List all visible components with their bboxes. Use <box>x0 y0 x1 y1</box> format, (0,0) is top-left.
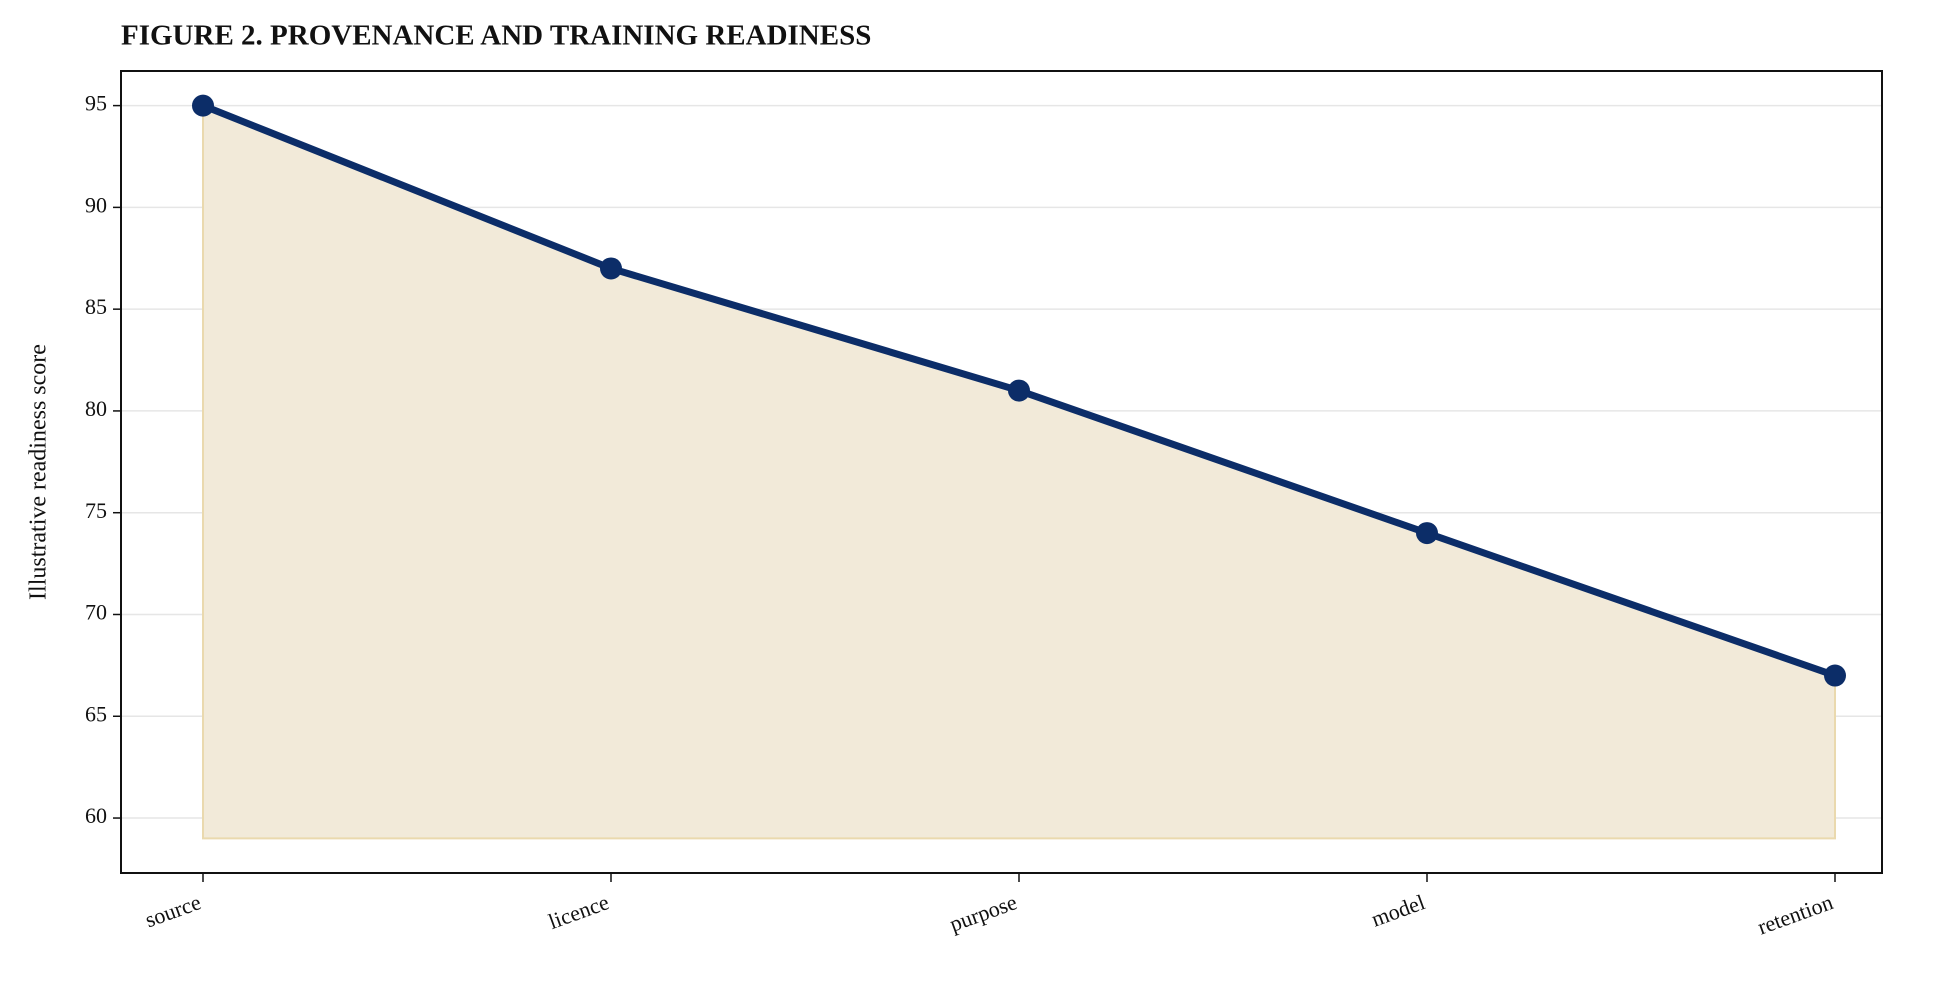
point <box>1008 379 1030 402</box>
plot-frame <box>120 70 1883 874</box>
y-tick-label: 90 <box>85 192 107 217</box>
y-tick-label: 70 <box>85 600 107 625</box>
point <box>192 94 214 117</box>
y-tick-label: 80 <box>85 396 107 421</box>
x-tick-label: source <box>142 889 205 932</box>
y-tick-label: 75 <box>85 498 107 523</box>
x-tick-label: purpose <box>946 889 1020 936</box>
y-tick-label: 95 <box>85 91 107 116</box>
x-tick-label: retention <box>1754 889 1836 939</box>
y-tick-label: 85 <box>85 294 107 319</box>
point <box>600 257 622 280</box>
x-tick-label: licence <box>545 889 612 934</box>
point <box>1824 664 1846 687</box>
area <box>202 104 1836 840</box>
x-tick-label: model <box>1368 889 1428 931</box>
chart-title: FIGURE 2. PROVENANCE AND TRAINING READIN… <box>121 20 871 52</box>
y-tick-label: 65 <box>85 701 107 726</box>
point <box>1416 522 1438 545</box>
y-axis-label: Illustrative readiness score <box>26 344 52 600</box>
y-tick-label: 60 <box>85 803 107 828</box>
